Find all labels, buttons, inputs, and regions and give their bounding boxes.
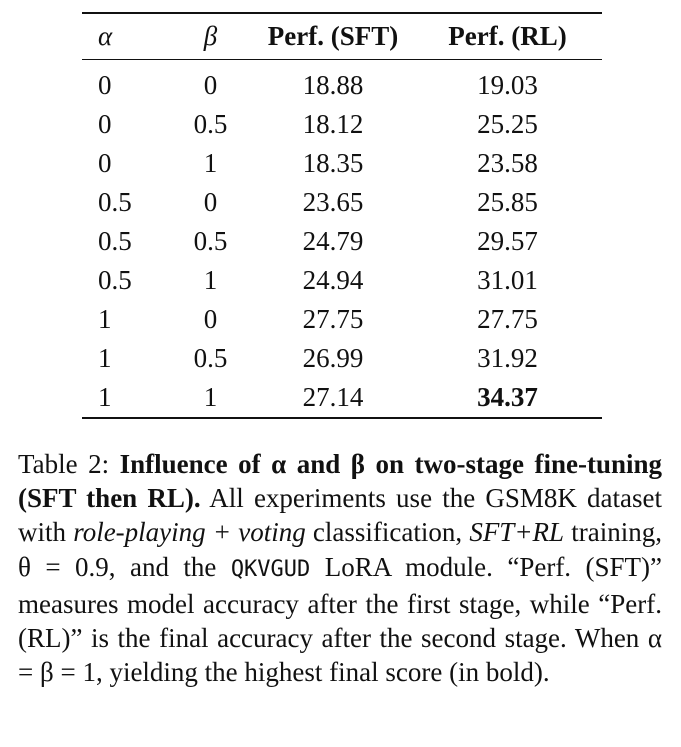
table-row: 1 0.5 26.99 31.92 [82, 339, 602, 378]
table-cell: 0 [98, 70, 112, 100]
table-cell: 1 [98, 343, 112, 373]
table-cell: 27.75 [302, 304, 364, 334]
caption-text: LoRA module. “Perf. (SFT)” measures mode… [18, 551, 662, 688]
table-row: 0.5 0 23.65 25.85 [82, 183, 602, 222]
table-cell: 23.65 [302, 187, 364, 217]
header-row: α β Perf. (SFT) Perf. (RL) [82, 13, 602, 60]
table-cell: 0.5 [98, 226, 132, 256]
table-cell: 34.37 [477, 382, 538, 412]
table-cell: 27.75 [477, 304, 538, 334]
table-row: 0.5 0.5 24.79 29.57 [82, 222, 602, 261]
caption-title: Influence of α and β on two-stage fine-t… [18, 449, 663, 514]
table-cell: 23.58 [477, 148, 538, 178]
table-cell: 1 [98, 304, 112, 334]
table-cell: 0 [98, 109, 112, 139]
caption-text: SFT+RL [469, 517, 565, 548]
table-cell: 1 [203, 382, 218, 412]
header-perf-sft: Perf. (SFT) [267, 21, 399, 51]
caption-text: training, θ = 0.9, and the [18, 517, 662, 582]
table-cell: 18.35 [302, 148, 364, 178]
table-cell: 0.5 [193, 343, 228, 373]
table-cell: 25.85 [477, 187, 538, 217]
table-cell: 0.5 [193, 226, 228, 256]
table-row: 0.5 1 24.94 31.01 [82, 261, 602, 300]
table-cell: 31.01 [477, 265, 538, 295]
table-row: 0 0.5 18.12 25.25 [82, 105, 602, 144]
table-cell: 24.94 [302, 265, 364, 295]
table-cell: 0 [203, 70, 218, 100]
table-cell: 29.57 [477, 226, 538, 256]
table-cell: 0 [98, 148, 112, 178]
caption-text: classification, [305, 517, 470, 548]
table-cell: 1 [203, 265, 218, 295]
header-alpha: α [98, 21, 113, 51]
table-cell: 1 [98, 382, 112, 412]
table-cell: 31.92 [477, 343, 538, 373]
table-row: 0 1 18.35 23.58 [82, 144, 602, 183]
table-cell: 1 [203, 148, 218, 178]
caption-label: Table 2: [18, 449, 120, 479]
header-perf-rl: Perf. (RL) [448, 21, 567, 51]
table-cell: 0.5 [193, 109, 228, 139]
table-caption: Table 2: Influence of α and β on two-sta… [18, 447, 662, 689]
table-row: 1 0 27.75 27.75 [82, 300, 602, 339]
table-row: 1 1 27.14 34.37 [82, 378, 602, 418]
table-cell: 19.03 [477, 70, 538, 100]
table-cell: 27.14 [302, 382, 364, 412]
table-cell: 0 [203, 304, 218, 334]
table-cell: 0.5 [98, 265, 132, 295]
table-row: 0 0 18.88 19.03 [82, 60, 602, 106]
table-cell: 0 [203, 187, 218, 217]
caption-text: role-playing + voting [73, 517, 306, 548]
caption-text: All experiments use the GSM8K dataset wi… [18, 483, 662, 548]
results-table: α β Perf. (SFT) Perf. (RL) 0 0 18.88 19.03 0… [82, 12, 602, 419]
table-cell: 18.88 [302, 70, 364, 100]
table-cell: 25.25 [477, 109, 538, 139]
table-cell: 18.12 [302, 109, 364, 139]
caption-text: QKVGUD [230, 556, 311, 582]
table-cell: 0.5 [98, 187, 132, 217]
table-cell: 26.99 [302, 343, 364, 373]
table-cell: 24.79 [302, 226, 364, 256]
header-beta: β [203, 21, 218, 51]
